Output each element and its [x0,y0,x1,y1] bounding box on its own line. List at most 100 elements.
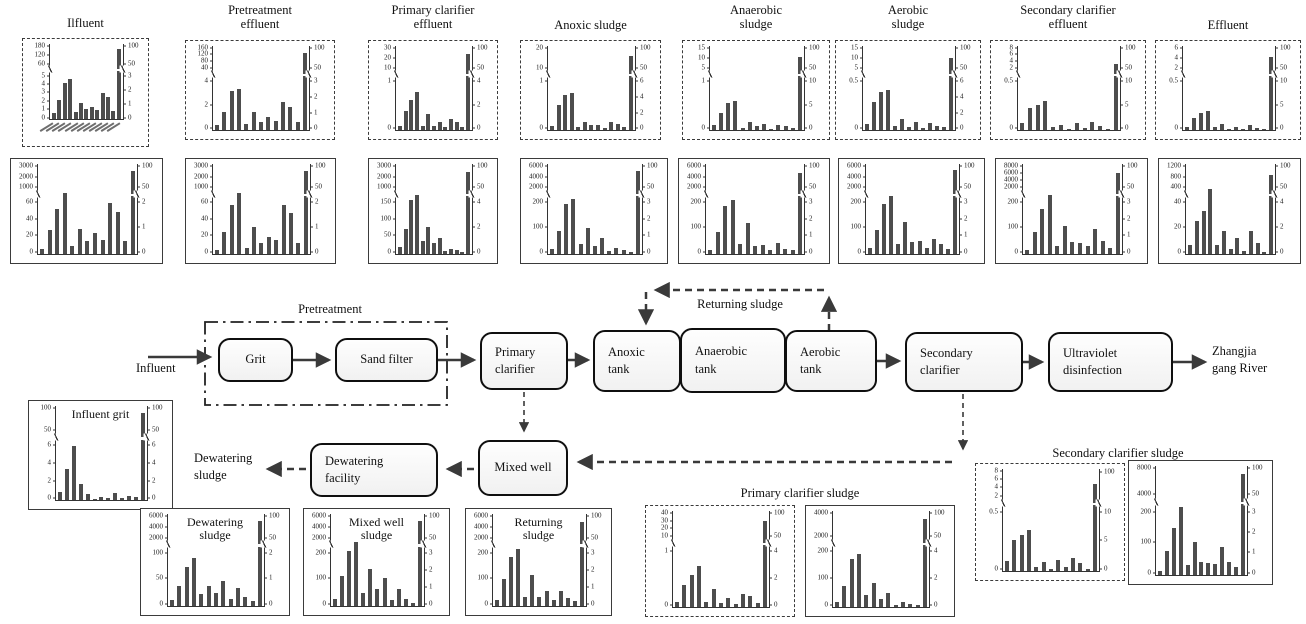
tick-mark [35,186,38,188]
plot-area-r2c4: 6000 4000 2000 200 100 0 100 50 3 2 1 0 [529,162,658,255]
tick-mark [472,127,475,129]
tick-mark [707,127,710,129]
bar [796,56,803,130]
axis-break [468,190,476,198]
tick-mark [1275,47,1278,49]
tick-mark [830,550,833,552]
axis-break [829,539,837,547]
bar [106,498,111,500]
bar [1062,226,1067,254]
bar [1227,129,1231,130]
bar [712,124,716,130]
bar [57,99,62,119]
node-anaerobic-tank: Anaerobic tank [680,328,786,393]
tick-label: 0 [204,247,209,256]
tick-label: 150 [380,197,392,206]
node-primary-clarifier: Primary clarifier [480,332,568,390]
chart-r1c4: 20 10 1 0 100 50 6 4 2 0 [520,40,661,140]
plot-area-r2c7: 8000 6000 4000 2000 200 100 0 100 50 3 2 1 0 [1004,162,1138,255]
tick-label: 2 [1127,214,1131,223]
axis-break-notch [302,193,309,197]
bar [302,171,309,254]
bar [111,110,116,119]
bar [889,195,894,254]
bar [235,587,240,606]
tick-mark [35,201,38,203]
tick-mark [309,127,312,129]
tick-mark [137,251,140,253]
tick-label: 10 [1125,76,1132,85]
bar [928,123,932,130]
tick-label: 100 [809,161,820,170]
tick-mark [804,47,807,49]
secondary-clarifier-sludge-label: Secondary clarifier sludge [1052,446,1184,460]
tick-mark [264,552,267,554]
tick-label: 0 [484,599,489,608]
tick-mark [1153,572,1156,574]
node-anoxic-tank: Anoxic tank [593,330,681,392]
bar [622,126,627,130]
tick-mark [147,429,150,431]
tick-mark [472,251,475,253]
chart-dewatering: 6000 4000 2000 100 50 0 100 50 2 1 0 Dewatering slu… [140,508,290,616]
tick-mark [47,75,50,76]
tick-mark [1275,201,1278,203]
tick-label: 50 [156,573,163,582]
tick-mark [929,604,932,606]
bar [1106,129,1111,130]
tick-label: 100 [314,43,325,52]
axis-break-notch [921,542,928,546]
plot-area-r2c8: 1200 800 400 40 20 0 100 50 4 2 0 [1167,162,1291,255]
tick-label: 100 [817,573,829,582]
bar [790,250,795,254]
axis-break [1019,190,1027,198]
bars-r2c8 [1186,164,1275,254]
tick-label: 100 [1104,467,1115,476]
tick-label: 6000 [529,161,543,170]
plot-area-grit: 100 50 6 4 2 0 100 50 6 4 2 0 [41,404,163,501]
tick-label: 3 [1252,507,1256,516]
tick-mark [955,80,958,82]
tick-mark [210,60,213,62]
tick-label: 0 [41,113,46,121]
bar [578,522,585,606]
bar [565,597,570,606]
bar [409,200,414,254]
tick-label: 4000 [847,172,861,181]
bar [52,113,56,119]
tick-mark [642,186,645,188]
tick-mark [1180,47,1183,49]
tick-mark [955,47,958,49]
tick-label: 100 [774,508,785,517]
tick-label: 8 [1009,43,1014,52]
tick-label: 8 [994,466,999,475]
node-dewatering-facility: Dewatering facility [310,443,438,497]
bar [1025,250,1029,254]
tick-mark [1015,60,1018,62]
axis-break [702,190,710,198]
bar [921,518,928,607]
bar [1005,560,1009,571]
bar [70,245,75,254]
bar [864,594,869,607]
axis-break-notch [796,73,803,77]
bar [454,250,459,254]
tick-mark [769,550,772,552]
chart-title-r1c2: Pretreatment effluent [228,3,292,32]
tick-mark [1099,568,1102,570]
tick-mark [545,186,548,188]
tick-label: 6 [47,440,52,449]
tick-mark [635,127,638,129]
tick-mark [1122,218,1125,220]
tick-label: 0.5 [989,507,998,516]
bar [1041,561,1046,571]
chart-title-r1c3: Primary clarifier effluent [391,3,475,32]
tick-label: 200 [817,546,829,555]
tick-label: 4000 [312,522,326,531]
tick-mark [929,577,932,579]
bar [431,125,436,130]
bar [1091,484,1098,571]
tick-label: 4000 [814,508,828,517]
tick-label: 0 [934,600,938,609]
chart-r2c7: 8000 6000 4000 2000 200 100 0 100 50 3 2 1 0 [995,158,1148,264]
